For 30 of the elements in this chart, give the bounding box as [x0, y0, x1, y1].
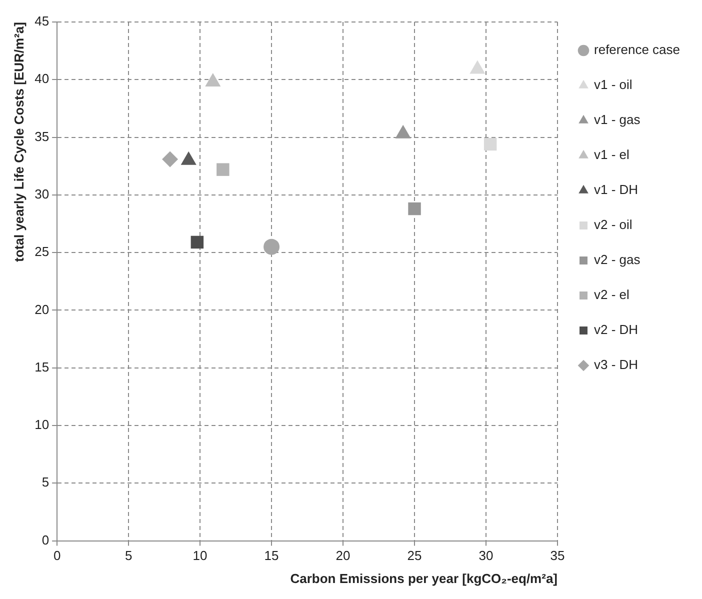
legend-label: v2 - oil	[594, 217, 632, 232]
x-tick-label: 35	[550, 548, 565, 564]
legend-label: v1 - gas	[594, 112, 641, 128]
x-tick-label: 10	[192, 548, 208, 564]
y-tick-label: 25	[34, 244, 50, 260]
y-tick-label: 5	[42, 474, 50, 490]
x-tick-label: 0	[53, 548, 61, 564]
legend-label: v1 - oil	[594, 77, 632, 92]
y-tick-label: 40	[34, 71, 50, 86]
y-axis-title: total yearly Life Cycle Costs [EUR/m²a]	[11, 22, 26, 262]
legend-label: v1 - DH	[594, 182, 638, 198]
y-tick-label: 15	[34, 359, 50, 374]
legend-label: v1 - el	[594, 147, 630, 162]
y-tick-label: 30	[34, 186, 50, 202]
legend-label: v2 - DH	[594, 322, 638, 338]
y-tick-label: 0	[42, 532, 50, 548]
legend-label: v2 - el	[594, 287, 630, 302]
y-tick-label: 45	[34, 14, 50, 29]
x-tick-label: 20	[336, 548, 350, 564]
legend-label: v2 - gas	[594, 252, 641, 268]
legend-label: v3 - DH	[594, 357, 638, 372]
x-tick-label: 5	[124, 548, 132, 564]
y-tick-label: 35	[34, 128, 50, 144]
x-tick-label: 25	[407, 548, 422, 564]
y-tick-label: 20	[34, 302, 50, 317]
x-tick-label: 30	[478, 548, 494, 564]
legend-label: reference case	[594, 42, 680, 58]
x-tick-label: 15	[264, 548, 279, 564]
x-axis-title: Carbon Emissions per year [kgCO₂-eq/m²a]	[290, 570, 558, 586]
y-tick-label: 10	[34, 417, 50, 432]
